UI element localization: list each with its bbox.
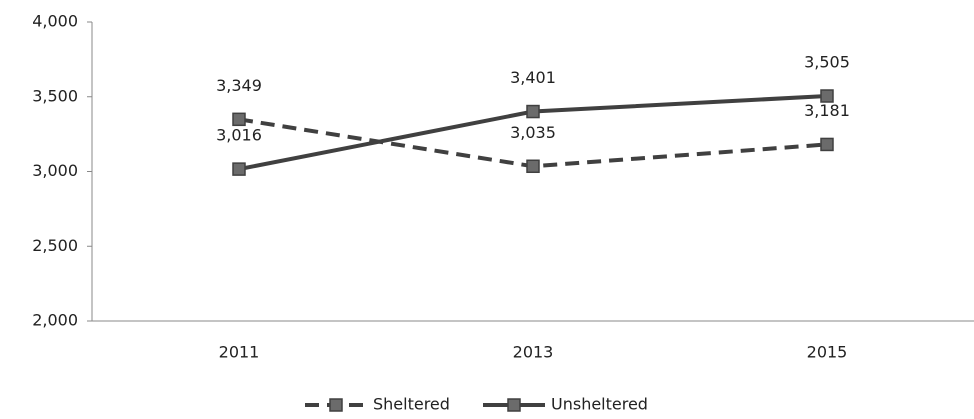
marker: [820, 89, 834, 103]
marker: [526, 104, 540, 119]
y-tick-label: 3,500: [32, 86, 78, 105]
legend-marker: [507, 398, 521, 412]
x-tick-label: 2015: [807, 343, 848, 362]
data-label: 3,016: [216, 126, 262, 145]
y-tick-label: 3,000: [32, 161, 78, 180]
legend-label: Unsheltered: [551, 395, 648, 414]
x-tick-label: 2011: [219, 343, 260, 362]
data-label: 3,035: [510, 123, 556, 142]
marker: [820, 137, 834, 152]
marker: [232, 112, 246, 127]
y-tick-label: 2,000: [32, 311, 78, 330]
data-label: 3,505: [804, 53, 850, 72]
marker: [526, 159, 540, 174]
marker: [232, 162, 246, 176]
legend-label: Sheltered: [373, 395, 450, 414]
data-label: 3,181: [804, 101, 850, 120]
x-tick-label: 2013: [513, 343, 554, 362]
legend-marker: [329, 398, 343, 412]
y-tick-label: 2,500: [32, 236, 78, 255]
data-label: 3,349: [216, 76, 262, 95]
data-label: 3,401: [510, 68, 556, 87]
y-tick-label: 4,000: [32, 12, 78, 31]
